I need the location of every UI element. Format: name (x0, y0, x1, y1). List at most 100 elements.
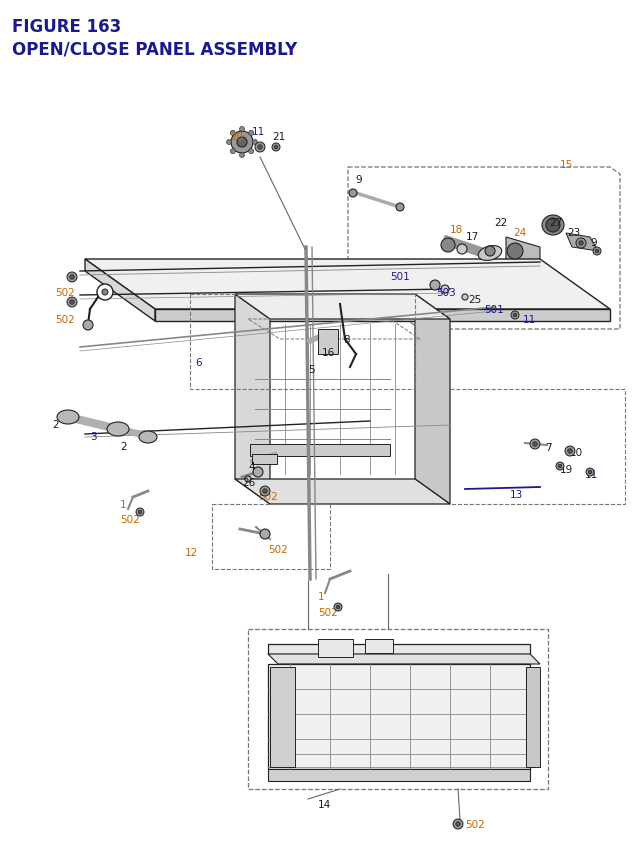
Text: 502: 502 (258, 492, 278, 501)
Text: 10: 10 (570, 448, 583, 457)
Text: FIGURE 163: FIGURE 163 (12, 18, 121, 36)
Polygon shape (566, 233, 598, 251)
Text: 15: 15 (560, 160, 573, 170)
Circle shape (67, 298, 77, 307)
Bar (252, 455, 277, 464)
Circle shape (565, 447, 575, 456)
Text: 502: 502 (268, 544, 288, 554)
Circle shape (258, 146, 262, 150)
Polygon shape (506, 238, 540, 269)
Circle shape (249, 150, 253, 154)
Text: 2: 2 (52, 419, 59, 430)
Polygon shape (155, 310, 610, 322)
Text: 4: 4 (248, 461, 255, 472)
Polygon shape (526, 667, 540, 767)
Bar (365, 639, 393, 653)
Polygon shape (235, 294, 450, 319)
Text: 503: 503 (436, 288, 456, 298)
Circle shape (456, 821, 460, 827)
Circle shape (230, 131, 236, 136)
Circle shape (568, 449, 572, 454)
Text: 502: 502 (55, 288, 75, 298)
Circle shape (67, 273, 77, 282)
Circle shape (507, 244, 523, 260)
Text: 1: 1 (318, 592, 324, 601)
Circle shape (260, 486, 270, 497)
Text: 11: 11 (585, 469, 598, 480)
Circle shape (453, 819, 463, 829)
Circle shape (593, 248, 601, 256)
Polygon shape (235, 480, 450, 505)
Text: 7: 7 (545, 443, 552, 453)
Polygon shape (348, 168, 620, 330)
Ellipse shape (139, 431, 157, 443)
Circle shape (586, 468, 594, 476)
Text: 1: 1 (120, 499, 127, 510)
Text: 16: 16 (322, 348, 335, 357)
Text: 502: 502 (55, 314, 75, 325)
Text: 502: 502 (120, 514, 140, 524)
Text: 23: 23 (567, 228, 580, 238)
Polygon shape (235, 294, 270, 505)
Text: 501: 501 (390, 272, 410, 282)
Ellipse shape (478, 246, 502, 261)
Text: 9: 9 (590, 238, 596, 248)
Circle shape (462, 294, 468, 300)
Text: 9: 9 (355, 175, 362, 185)
Circle shape (274, 146, 278, 150)
Circle shape (97, 285, 113, 300)
Circle shape (231, 132, 253, 154)
Text: OPEN/CLOSE PANEL ASSEMBLY: OPEN/CLOSE PANEL ASSEMBLY (12, 40, 297, 58)
Text: 11: 11 (252, 127, 265, 137)
Circle shape (511, 312, 519, 319)
Bar (318, 330, 338, 355)
Polygon shape (248, 629, 548, 789)
Circle shape (83, 320, 93, 331)
Ellipse shape (542, 216, 564, 236)
Circle shape (263, 489, 268, 493)
Circle shape (396, 204, 404, 212)
Bar (318, 639, 353, 657)
Circle shape (441, 286, 449, 294)
Circle shape (588, 471, 592, 474)
Text: 501: 501 (484, 305, 504, 314)
Text: 19: 19 (560, 464, 573, 474)
Circle shape (485, 247, 495, 257)
Polygon shape (268, 644, 530, 654)
Circle shape (260, 530, 270, 539)
Circle shape (441, 238, 455, 253)
Text: 18: 18 (450, 225, 463, 235)
Polygon shape (270, 667, 295, 767)
Circle shape (70, 300, 74, 305)
Circle shape (249, 131, 253, 136)
Text: 502: 502 (318, 607, 338, 617)
Circle shape (513, 314, 517, 318)
Ellipse shape (57, 411, 79, 424)
Text: 25: 25 (468, 294, 481, 305)
Circle shape (530, 439, 540, 449)
Text: 17: 17 (466, 232, 479, 242)
Circle shape (245, 476, 251, 482)
Circle shape (227, 140, 232, 146)
Polygon shape (85, 260, 610, 310)
Text: 502: 502 (465, 819, 484, 829)
Text: 21: 21 (272, 132, 285, 142)
Text: 20: 20 (230, 132, 243, 142)
Text: 24: 24 (513, 228, 526, 238)
Polygon shape (268, 769, 530, 781)
Polygon shape (85, 260, 155, 322)
Text: 13: 13 (510, 489, 524, 499)
Circle shape (239, 153, 244, 158)
Circle shape (136, 508, 144, 517)
Circle shape (237, 138, 247, 148)
Text: 2: 2 (120, 442, 127, 451)
Circle shape (558, 465, 562, 468)
Polygon shape (415, 294, 450, 505)
Circle shape (272, 144, 280, 152)
Circle shape (336, 605, 340, 609)
Circle shape (546, 219, 560, 232)
Circle shape (349, 189, 357, 198)
Circle shape (253, 140, 257, 146)
Polygon shape (268, 654, 540, 664)
Circle shape (70, 276, 74, 280)
